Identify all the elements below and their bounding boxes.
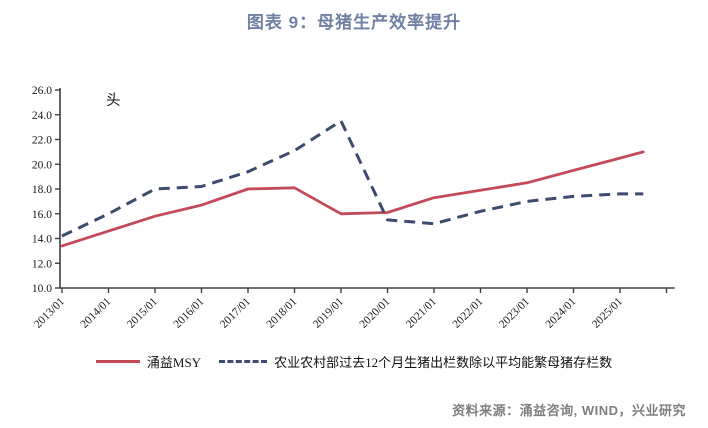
legend-solid-line-swatch — [95, 360, 140, 363]
x-tick-label: 2025/01 — [590, 295, 625, 330]
y-tick-label: 24.0 — [32, 110, 52, 122]
x-tick-label: 2024/01 — [543, 295, 578, 330]
x-tick-label: 2013/01 — [32, 295, 67, 330]
y-tick-label: 10.0 — [32, 283, 52, 295]
y-tick-label: 22.0 — [32, 135, 52, 147]
legend-label-moa: 农业农村部过去12个月生猪出栏数除以平均能繁母猪存栏数 — [274, 355, 613, 370]
legend-item-moa: 农业农村部过去12个月生猪出栏数除以平均能繁母猪存栏数 — [219, 352, 612, 371]
x-tick-label: 2020/01 — [357, 295, 392, 330]
legend-item-msy: 涌益MSY — [95, 352, 202, 371]
y-axis-unit-label: 头 — [106, 92, 121, 109]
x-tick-label: 2018/01 — [264, 295, 299, 330]
chart-canvas: 26.0 24.0 22.0 20.0 18.0 16.0 14.0 12.0 10.02013… — [32, 85, 675, 331]
x-tick-label: 2022/01 — [450, 295, 485, 330]
y-tick-label: 16.0 — [32, 209, 52, 221]
y-tick-label: 12.0 — [32, 258, 52, 270]
x-tick-label: 2023/01 — [497, 295, 532, 330]
legend-label-msy: 涌益MSY — [146, 355, 202, 370]
series-line-msy — [60, 150, 645, 248]
chart-title: 图表 9：母猪生产效率提升 — [246, 13, 462, 32]
legend-dashed-line-swatch — [219, 360, 268, 363]
x-tick-label: 2016/01 — [171, 295, 206, 330]
x-tick-label: 2017/01 — [218, 295, 253, 330]
chart-legend: 涌益MSY 农业农村部过去12个月生猪出栏数除以平均能繁母猪存栏数 — [0, 352, 708, 371]
x-tick-label: 2019/01 — [311, 295, 346, 330]
y-tick-label: 18.0 — [32, 184, 52, 196]
x-tick-label: 2021/01 — [404, 295, 439, 330]
y-tick-label: 26.0 — [32, 85, 52, 97]
x-tick-label: 2015/01 — [125, 295, 160, 330]
line-chart: 26.0 24.0 22.0 20.0 18.0 16.0 14.0 12.0 10.0 2013… — [0, 58, 708, 348]
x-tick-label: 2014/01 — [78, 295, 113, 330]
data-source-note: 资料来源：涌益咨询, WIND，兴业研究 — [452, 403, 686, 418]
y-tick-label: 14.0 — [32, 234, 52, 246]
y-tick-label: 20.0 — [32, 159, 52, 171]
series-line-moa — [61, 119, 644, 238]
